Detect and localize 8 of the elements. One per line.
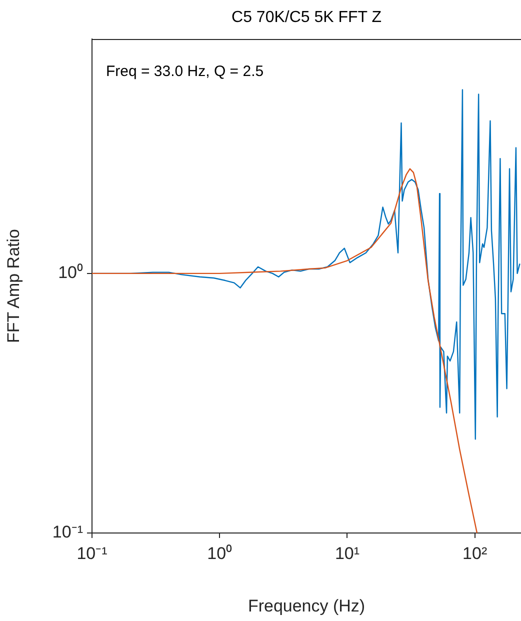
x-axis-title: Frequency (Hz)	[248, 596, 366, 616]
y-axis-title: FFT Amp Ratio	[4, 229, 23, 343]
x-tick-label: 10¹	[334, 544, 360, 563]
chart-title: C5 70K/C5 5K FFT Z	[232, 8, 382, 26]
x-tick-label: 10²	[462, 544, 488, 563]
x-tick-label: 10⁰	[207, 544, 232, 563]
x-tick-label: 10⁻¹	[76, 544, 108, 563]
annotation: Freq = 33.0 Hz, Q = 2.5	[106, 63, 264, 80]
